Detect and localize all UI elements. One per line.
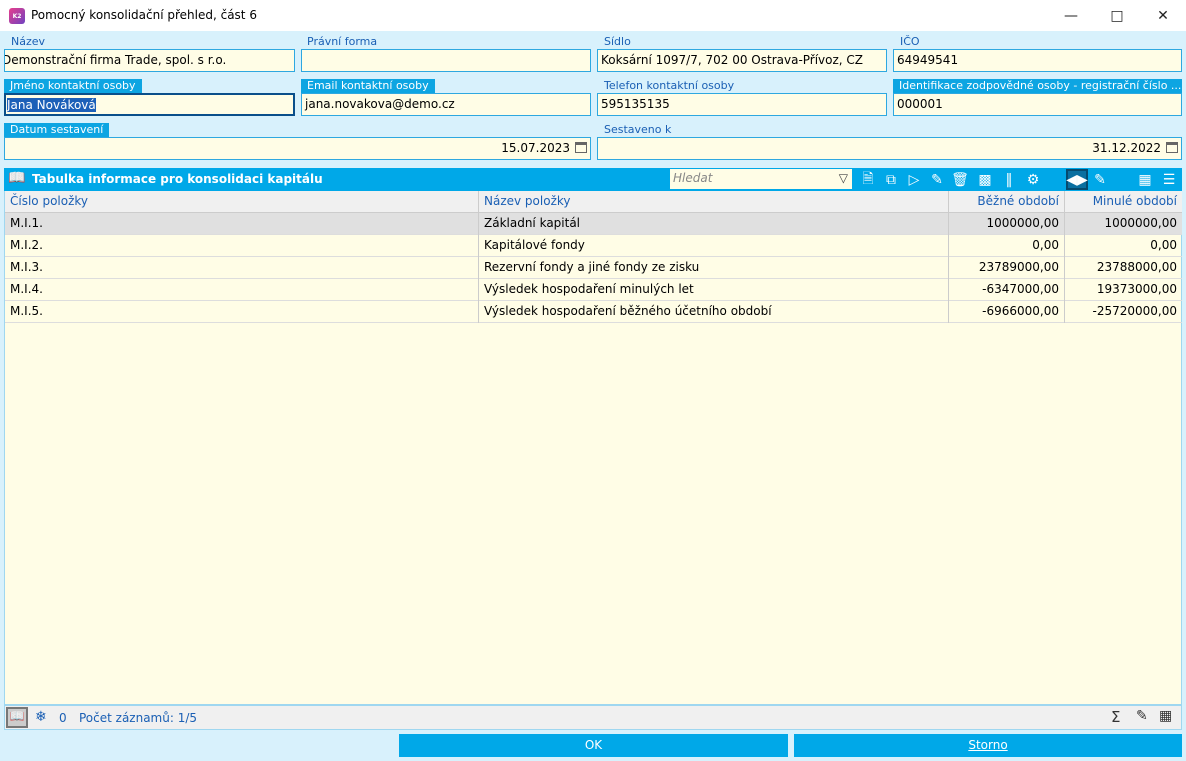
search-input[interactable]: Hledat ▽ — [670, 169, 852, 189]
datum-label: Datum sestavení — [4, 123, 110, 137]
table-cell[interactable]: Výsledek hospodaření minulých let — [479, 279, 949, 301]
delete-icon[interactable]: 🗑 — [951, 171, 969, 188]
edit-icon[interactable]: ✎ — [1136, 708, 1148, 724]
table-cell[interactable]: -6966000,00 — [949, 301, 1065, 323]
table-cell[interactable]: 19373000,00 — [1096, 282, 1177, 296]
filter-icon[interactable]: ▽ — [838, 171, 848, 185]
column-header[interactable]: Běžné období — [949, 191, 1065, 213]
table-cell[interactable]: 0,00 — [1150, 238, 1177, 252]
grid-header: Číslo položky Název položky Běžné období… — [5, 191, 1182, 213]
identifikace-label: Identifikace zodpovědné osoby - registra… — [893, 79, 1182, 93]
excel-icon[interactable]: ▦ — [1138, 171, 1152, 188]
data-grid: Číslo položky Název položky Běžné období… — [4, 191, 1182, 705]
table-cell[interactable]: -25720000,00 — [1092, 304, 1178, 318]
table-cell[interactable]: 23789000,00 — [949, 257, 1065, 279]
status-bar: 📖 ❄ 0 Počet záznamů: 1/5 Σ ✎ ▦ — [4, 705, 1182, 730]
sestaveno-field[interactable]: 31.12.2022 — [597, 137, 1182, 160]
identifikace-field[interactable]: 000001 — [893, 93, 1182, 116]
ico-field[interactable]: 64949541 — [893, 49, 1182, 72]
table-cell[interactable]: M.I.2. — [5, 235, 479, 257]
table-cell[interactable]: Výsledek hospodaření běžného účetního ob… — [479, 301, 949, 323]
pencil-icon[interactable]: ✎ — [1094, 171, 1106, 188]
title-bar: K2 Pomocný konsolidační přehled, část 6 … — [0, 0, 1186, 31]
columns-icon[interactable]: ‖ — [1005, 171, 1013, 188]
window-title: Pomocný konsolidační přehled, část 6 — [31, 8, 257, 22]
sestaveno-label: Sestaveno k — [604, 123, 672, 136]
nazev-label: Název — [11, 35, 46, 48]
telefon-label: Telefon kontaktní osoby — [604, 79, 735, 92]
telefon-field[interactable]: 595135135 — [597, 93, 887, 116]
table-cell[interactable]: 23788000,00 — [1096, 260, 1177, 274]
table-cell[interactable]: M.I.4. — [5, 279, 479, 301]
book-view-icon[interactable]: 📖 — [6, 707, 28, 728]
table-row[interactable]: M.I.2. Kapitálové fondy 0,00 0,00 — [5, 235, 1182, 257]
new-record-icon[interactable]: 🗎 — [862, 170, 874, 187]
table-cell[interactable]: Kapitálové fondy — [479, 235, 949, 257]
table-cell[interactable]: M.I.1. — [5, 213, 479, 235]
column-header[interactable]: Minulé období — [1092, 194, 1177, 208]
snowflake-icon[interactable]: ❄ — [35, 709, 47, 725]
grid-settings-icon[interactable]: ▦ — [1159, 708, 1173, 724]
table-row[interactable]: M.I.3. Rezervní fondy a jiné fondy ze zis… — [5, 257, 1182, 279]
table-cell[interactable]: Základní kapitál — [479, 213, 949, 235]
storno-button[interactable]: Storno — [794, 734, 1182, 757]
close-button[interactable]: ✕ — [1157, 7, 1169, 24]
frozen-count: 0 — [59, 711, 67, 725]
play-icon[interactable]: ▷ — [908, 171, 920, 188]
grid-toolbar: 📖 Tabulka informace pro konsolidaci kapi… — [4, 168, 1182, 191]
menu-icon[interactable]: ☰ — [1162, 171, 1176, 188]
minimize-button[interactable]: — — [1064, 7, 1078, 24]
pravni-forma-field[interactable] — [301, 49, 591, 72]
book-icon: 📖 — [8, 170, 26, 186]
datum-value: 15.07.2023 — [501, 141, 570, 155]
copy-icon[interactable]: ⧉ — [886, 171, 896, 188]
table-cell[interactable]: -6347000,00 — [949, 279, 1065, 301]
app-logo-icon: K2 — [9, 8, 25, 24]
datum-field[interactable]: 15.07.2023 — [4, 137, 591, 160]
email-label: Email kontaktní osoby — [301, 79, 435, 93]
search-placeholder: Hledat — [673, 171, 713, 185]
pravni-forma-label: Právní forma — [307, 35, 378, 48]
ico-label: IČO — [900, 35, 920, 48]
sestaveno-value: 31.12.2022 — [1092, 141, 1161, 155]
calendar-icon[interactable] — [575, 142, 587, 153]
table-row[interactable]: M.I.4. Výsledek hospodaření minulých let -… — [5, 279, 1182, 301]
column-width-icon[interactable]: ◀▶ — [1066, 169, 1088, 190]
calendar-icon[interactable] — [1166, 142, 1178, 153]
jmeno-field[interactable]: Jana Nováková — [4, 93, 295, 116]
table-cell[interactable]: Rezervní fondy a jiné fondy ze zisku — [479, 257, 949, 279]
maximize-button[interactable]: □ — [1110, 7, 1124, 24]
email-field[interactable]: jana.novakova@demo.cz — [301, 93, 591, 116]
grid-title: Tabulka informace pro konsolidaci kapitá… — [32, 172, 323, 186]
sidlo-label: Sídlo — [604, 35, 631, 48]
jmeno-label: Jméno kontaktní osoby — [4, 79, 142, 93]
table-cell[interactable]: 1000000,00 — [949, 213, 1065, 235]
ok-button[interactable]: OK — [399, 734, 788, 757]
settings-icon[interactable]: ⚙ — [1026, 171, 1040, 188]
table-row[interactable]: M.I.1. Základní kapitál 1000000,00 1000000,… — [5, 213, 1182, 235]
jmeno-value: Jana Nováková — [7, 98, 96, 112]
sum-icon[interactable]: Σ — [1111, 708, 1121, 726]
table-row[interactable]: M.I.5. Výsledek hospodaření běžného účetn… — [5, 301, 1182, 323]
chart-icon[interactable]: ▩ — [978, 171, 992, 188]
sidlo-field[interactable]: Koksární 1097/7, 702 00 Ostrava-Přívoz, … — [597, 49, 887, 72]
table-cell[interactable]: M.I.3. — [5, 257, 479, 279]
nazev-field[interactable]: Demonstrační firma Trade, spol. s r.o. — [4, 49, 295, 72]
record-count: Počet záznamů: 1/5 — [79, 711, 198, 725]
table-cell[interactable]: 0,00 — [949, 235, 1065, 257]
column-header[interactable]: Název položky — [479, 191, 949, 213]
table-cell[interactable]: 1000000,00 — [1104, 216, 1177, 230]
table-cell[interactable]: M.I.5. — [5, 301, 479, 323]
column-header[interactable]: Číslo položky — [5, 191, 479, 213]
edit-icon[interactable]: ✎ — [931, 171, 943, 188]
